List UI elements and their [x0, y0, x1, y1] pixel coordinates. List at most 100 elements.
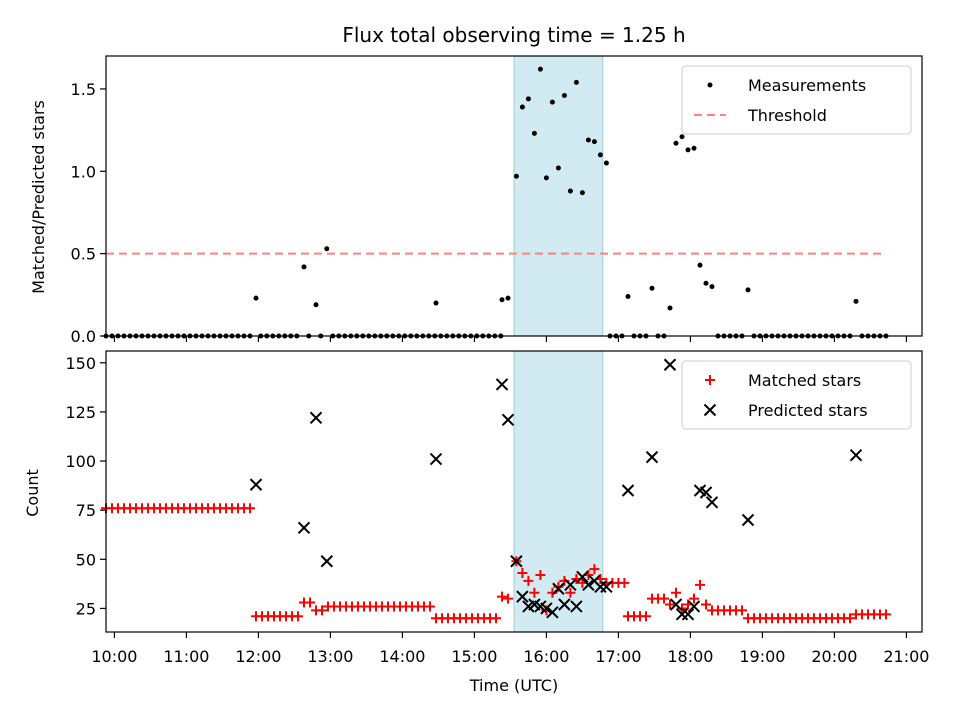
predicted-stars-point	[495, 378, 509, 391]
x-tick-label: 19:00	[739, 647, 785, 666]
measurement-point	[555, 165, 561, 171]
y-axis-label-bottom: Count	[23, 469, 42, 517]
x-tick-label: 15:00	[451, 647, 497, 666]
predicted-stars-point	[600, 580, 613, 594]
axes-frame	[105, 350, 923, 633]
measurement-point	[573, 79, 579, 85]
matched-stars-point	[737, 605, 747, 616]
shaded-interval	[513, 55, 604, 337]
y-tick-label: 100	[65, 452, 96, 471]
legend-box	[681, 360, 912, 430]
measurement-point	[313, 302, 319, 308]
matched-stars-point	[293, 611, 303, 622]
matched-stars-point	[425, 601, 435, 612]
legend-measurement-marker	[707, 82, 713, 88]
predicted-stars-point	[249, 478, 263, 491]
predicted-stars-point	[687, 600, 701, 613]
measurement-point	[324, 246, 330, 252]
predicted-stars-point	[564, 578, 577, 592]
measurement-point	[709, 284, 715, 290]
predicted-stars-point	[645, 450, 659, 464]
predicted-stars-point	[663, 358, 677, 371]
legend-box	[681, 65, 912, 135]
matched-stars-point	[529, 587, 540, 598]
predicted-stars-point	[558, 598, 571, 611]
measurement-point	[531, 130, 537, 136]
measurement-point	[499, 297, 505, 303]
measurement-point	[549, 99, 555, 105]
measurement-point	[301, 264, 307, 270]
matched-stars-point	[659, 593, 669, 604]
predicted-stars-point	[621, 484, 635, 497]
x-tick-label: 11:00	[163, 647, 209, 666]
measurement-point	[649, 285, 655, 291]
y-tick-label: 150	[65, 354, 96, 373]
matched-stars-point	[845, 613, 855, 624]
y-tick-label: 1.5	[71, 80, 96, 99]
predicted-stars-point	[546, 606, 559, 619]
measurement-point	[673, 140, 679, 146]
matched-stars-point	[701, 599, 711, 610]
measurement-point	[597, 152, 603, 158]
measurement-point	[543, 175, 549, 181]
predicted-stars-point	[669, 598, 683, 611]
matched-stars-point	[671, 587, 681, 598]
matched-stars-point	[497, 591, 507, 602]
measurement-point	[525, 96, 531, 102]
measurement-point	[591, 139, 597, 145]
predicted-stars-point	[582, 578, 595, 592]
predicted-stars-point	[576, 570, 589, 584]
measurement-point	[519, 104, 525, 110]
matched-stars-point	[589, 564, 600, 575]
predicted-stars-point	[741, 513, 755, 527]
matched-stars-point	[641, 611, 651, 622]
chart-title: Flux total observing time = 1.25 h	[342, 23, 685, 47]
x-axis-label: Time (UTC)	[469, 676, 558, 695]
legend-label: Threshold	[747, 106, 827, 125]
measurement-point	[679, 134, 685, 140]
x-tick-label: 17:00	[595, 647, 641, 666]
y-tick-label: 25	[76, 599, 96, 618]
measurement-point	[667, 305, 673, 311]
matched-stars-point	[523, 575, 534, 586]
measurement-point	[567, 188, 573, 194]
measurement-point	[561, 93, 567, 99]
predicted-stars-point	[320, 555, 334, 568]
legend-predicted-marker	[703, 403, 717, 417]
matched-stars-point	[317, 605, 327, 616]
matched-stars-point	[619, 577, 630, 588]
matched-stars-point	[491, 613, 501, 624]
y-axis-label-top: Matched/Predicted stars	[29, 100, 48, 294]
x-tick-label: 14:00	[379, 647, 425, 666]
x-tick-label: 16:00	[523, 647, 569, 666]
axes-frame	[105, 55, 923, 337]
matched-stars-point	[665, 599, 675, 610]
matched-stars-point	[305, 597, 315, 608]
matched-stars-point	[881, 609, 891, 620]
y-tick-label: 1.0	[71, 162, 96, 181]
matched-stars-point	[503, 593, 513, 604]
measurement-point	[537, 66, 543, 72]
predicted-stars-point	[849, 448, 863, 462]
measurement-point	[253, 295, 259, 301]
predicted-stars-point	[297, 521, 311, 535]
measurement-point	[433, 300, 439, 306]
x-tick-label: 18:00	[667, 647, 713, 666]
matched-stars-point	[535, 570, 546, 581]
legend-label: Measurements	[748, 76, 866, 95]
measurement-point	[691, 145, 697, 151]
predicted-stars-point	[699, 486, 713, 499]
measurement-point	[513, 173, 519, 179]
predicted-stars-point	[516, 590, 529, 603]
legend: Measurements Threshold	[681, 65, 912, 135]
predicted-stars-point	[570, 600, 583, 613]
matched-stars-point	[689, 593, 699, 604]
measurement-point	[585, 137, 591, 143]
y-tick-label: 50	[76, 550, 96, 569]
x-tick-label: 21:00	[883, 647, 929, 666]
predicted-stars-point	[552, 582, 565, 595]
y-tick-label: 0.0	[71, 327, 96, 346]
predicted-stars-point	[429, 452, 443, 466]
predicted-stars-point	[510, 555, 523, 568]
matched-stars-point	[517, 568, 528, 579]
